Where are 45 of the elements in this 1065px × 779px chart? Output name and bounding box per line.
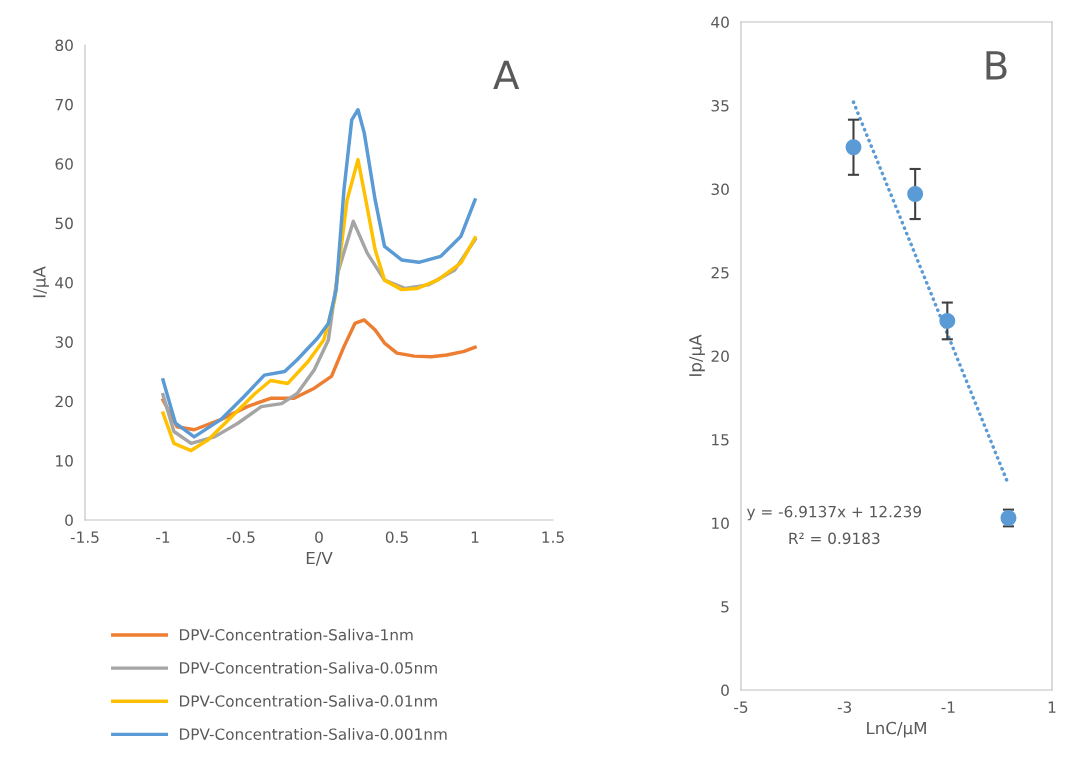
x-axis-title: E/V — [306, 551, 333, 566]
y-tick-label: 80 — [55, 39, 73, 52]
y-tick-label: 50 — [55, 217, 73, 230]
x-tick-label: -1.5 — [70, 531, 99, 543]
point — [845, 139, 862, 156]
x-tick-label: 1.5 — [542, 531, 564, 543]
annotation: A — [493, 60, 520, 89]
y-tick-label: 10 — [56, 455, 73, 467]
annotation: B — [986, 51, 1007, 80]
point — [939, 312, 956, 329]
y-tick-label: 20 — [711, 350, 729, 363]
x-tick-label: 1 — [1048, 701, 1056, 713]
annotation: y = -6.9137x + 12.239 — [746, 505, 921, 521]
y-tick-label: 25 — [711, 266, 729, 279]
y-tick-label: 60 — [55, 158, 73, 170]
y-tick-label: 40 — [711, 16, 729, 29]
y-tick-label: 70 — [55, 98, 73, 111]
x-tick-label: 1 — [471, 531, 479, 543]
y-tick-label: 30 — [711, 183, 729, 196]
y-tick-label: 35 — [711, 99, 729, 112]
y-tick-label: 5 — [721, 601, 729, 613]
legend-label: DPV-Concentration-Saliva-0.05nm — [179, 661, 437, 674]
y-tick-label: 0 — [721, 684, 729, 697]
point — [907, 186, 924, 202]
legend-label: DPV-Concentration-Saliva-0.001nm — [179, 728, 447, 740]
x-tick-label: 0.5 — [385, 531, 408, 543]
legend-label: DPV-Concentration-Saliva-1nm — [179, 628, 413, 641]
y-axis-title: I/µA — [33, 266, 49, 298]
annotation: R² = 0.9183 — [789, 532, 880, 545]
x-tick-label: -3 — [837, 701, 852, 713]
x-tick-label: -0.5 — [226, 531, 255, 543]
x-tick-label: -1 — [156, 531, 170, 543]
y-tick-label: 40 — [55, 276, 73, 289]
x-tick-label: -5 — [734, 701, 748, 713]
y-tick-label: 20 — [55, 395, 73, 408]
y-tick-label: 10 — [712, 517, 729, 530]
line-series — [161, 107, 477, 439]
legend-label: DPV-Concentration-Saliva-0.01nm — [179, 694, 437, 707]
x-axis-title: LnC/µM — [867, 721, 926, 738]
x-tick-label: 0 — [315, 531, 323, 543]
y-tick-label: 15 — [712, 434, 729, 446]
x-tick-label: -1 — [941, 701, 955, 713]
y-tick-label: 0 — [65, 514, 73, 527]
y-tick-label: 30 — [55, 336, 73, 348]
y-axis-title: Ip/µA — [689, 334, 705, 376]
